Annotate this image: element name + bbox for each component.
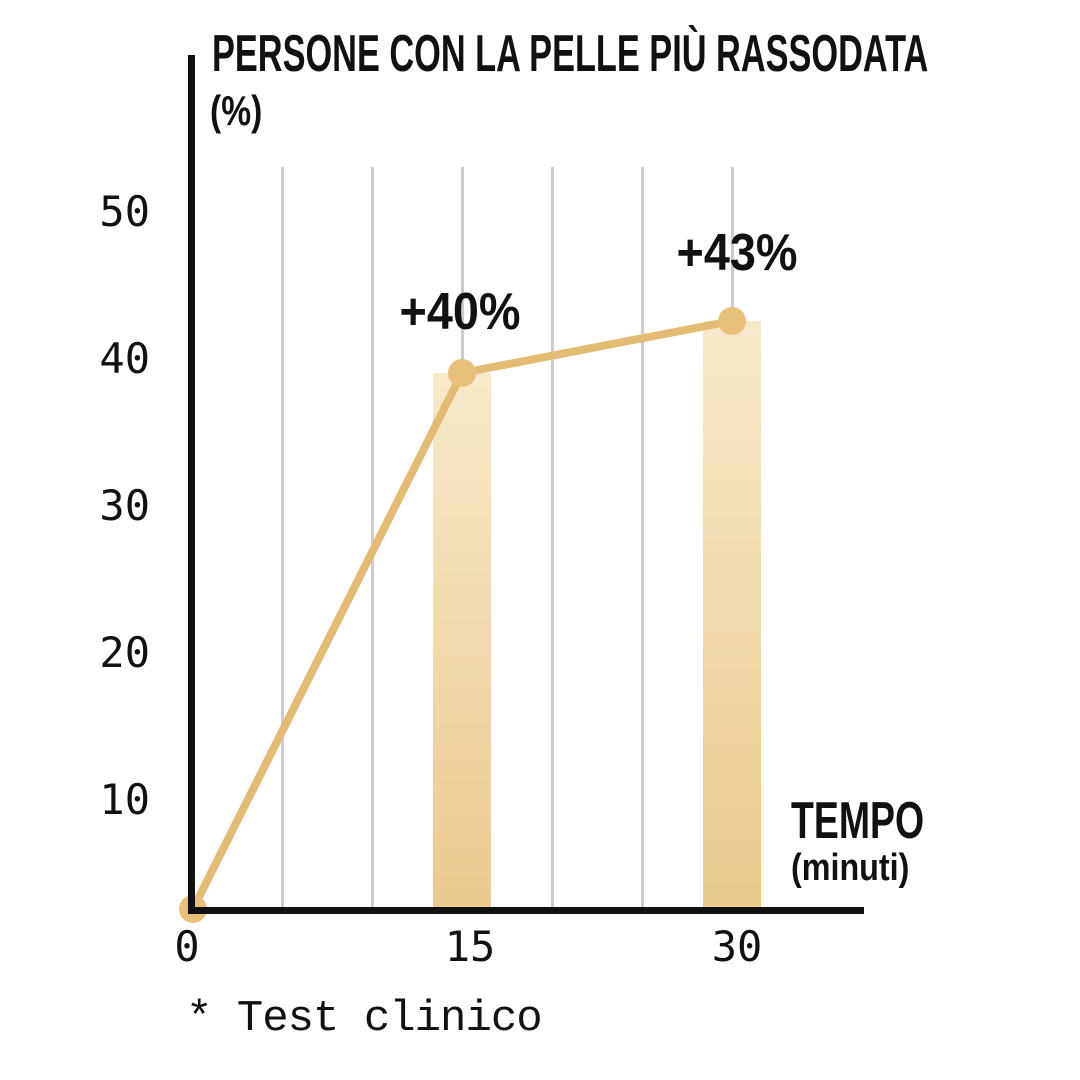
x-tick-label-15: 15 [444,922,496,971]
x-tick-label-0: 0 [174,922,200,971]
y-tick-label-10: 10 [99,775,150,824]
gridline-25min [640,167,644,907]
bar-15min [433,373,491,907]
x-axis-unit-label: (minuti) [791,847,910,889]
x-axis-line [188,907,864,914]
footnote: * Test clinico [186,994,543,1044]
annotation-15min: +40% [399,283,521,341]
gridline-10min [370,167,374,907]
gridline-20min [550,167,554,907]
x-axis-title: TEMPO [791,792,925,850]
chart-title: PERSONE CON LA PELLE PIÙ RASSODATA [212,25,929,83]
y-tick-label-30: 30 [99,481,150,530]
y-tick-label-50: 50 [99,187,150,236]
gridline-5min [280,167,284,907]
y-tick-label-40: 40 [99,334,150,383]
bar-30min [703,321,761,907]
y-tick-label-20: 20 [99,628,150,677]
y-axis-unit-label: (%) [210,87,263,134]
x-tick-label-30: 30 [711,922,763,971]
annotation-30min: +43% [676,224,798,282]
y-axis-line [188,55,195,914]
